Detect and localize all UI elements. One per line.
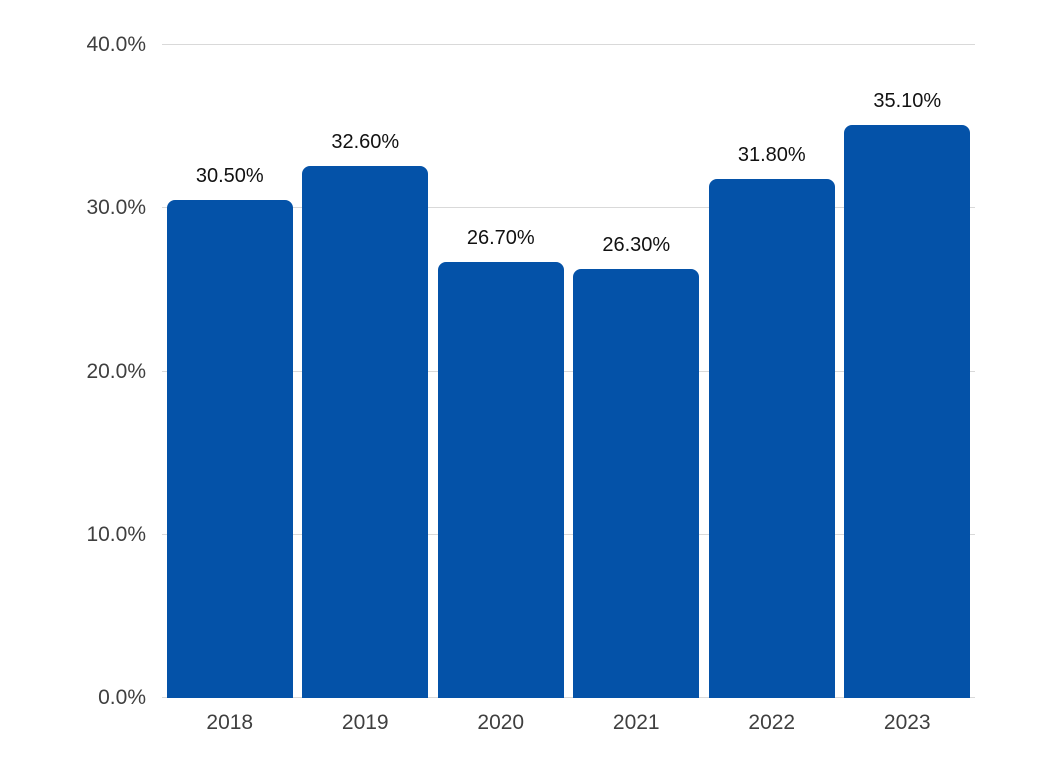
bar-value-label-2022: 31.80% [737, 143, 806, 166]
gridline-40 [162, 44, 975, 45]
gridline-0 [162, 697, 975, 698]
gridline-20 [162, 370, 975, 372]
bar-2019 [302, 165, 429, 698]
y-axis-tick-label: 10.0% [86, 522, 146, 546]
bar-value-label-2020: 26.70% [466, 227, 535, 250]
bar-2022 [708, 178, 835, 698]
bar-2018 [166, 200, 293, 698]
x-axis-tick-label-2020: 2020 [477, 711, 525, 734]
bar-value-label-2018: 30.50% [195, 165, 264, 188]
bar-value-label-2019: 32.60% [331, 130, 400, 153]
bar-2020 [437, 262, 564, 698]
y-axis-tick-label: 20.0% [86, 359, 146, 383]
y-axis-tick-label: 30.0% [86, 196, 146, 220]
x-axis-tick-label-2018: 2018 [206, 711, 254, 734]
bar-value-label-2021: 26.30% [602, 233, 671, 256]
y-axis-tick-label: 0.0% [98, 686, 146, 709]
plot-area: 30.50% 32.60% 26.70% 26.30% 31.80% 35.10% [162, 44, 975, 698]
gridline-30 [162, 207, 975, 209]
bar-2021 [573, 268, 700, 698]
x-axis-tick-label-2022: 2022 [748, 711, 796, 734]
gridline-10 [162, 533, 975, 535]
bar-value-label-2023: 35.10% [873, 90, 942, 112]
x-axis-tick-label-2019: 2019 [341, 711, 389, 734]
bar-2023 [844, 125, 971, 698]
y-axis-tick-label: 40.0% [86, 33, 146, 56]
x-axis-tick-label-2023: 2023 [883, 711, 931, 734]
x-axis-tick-label-2021: 2021 [612, 711, 660, 734]
